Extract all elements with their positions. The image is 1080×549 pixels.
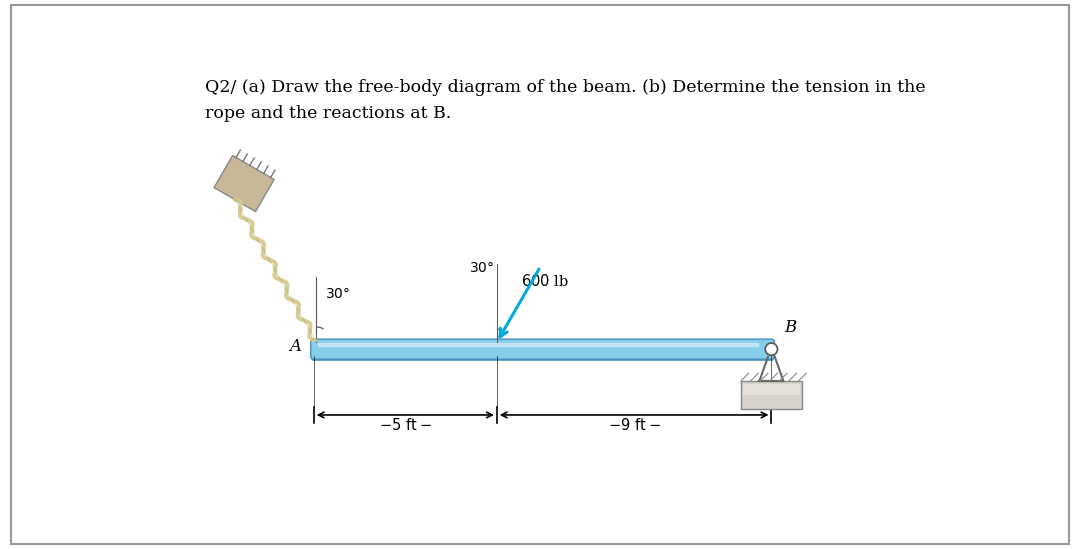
Bar bbox=[214, 155, 274, 211]
Text: $600$ lb: $600$ lb bbox=[521, 273, 568, 289]
Text: B: B bbox=[784, 319, 797, 336]
Bar bbox=[743, 384, 799, 395]
Bar bbox=[741, 381, 802, 410]
Text: Q2/ (a) Draw the free-body diagram of the beam. (b) Determine the tension in the: Q2/ (a) Draw the free-body diagram of th… bbox=[205, 79, 926, 96]
Text: rope and the reactions at B.: rope and the reactions at B. bbox=[205, 105, 451, 122]
Text: A: A bbox=[289, 339, 301, 355]
Circle shape bbox=[766, 343, 778, 355]
Text: $-9\ \mathrm{ft}-$: $-9\ \mathrm{ft}-$ bbox=[608, 417, 661, 433]
Text: $30°$: $30°$ bbox=[470, 261, 495, 274]
FancyBboxPatch shape bbox=[311, 339, 774, 359]
FancyBboxPatch shape bbox=[311, 339, 774, 361]
Text: $-5\ \mathrm{ft}-$: $-5\ \mathrm{ft}-$ bbox=[379, 417, 432, 433]
Text: $30°$: $30°$ bbox=[325, 287, 350, 301]
